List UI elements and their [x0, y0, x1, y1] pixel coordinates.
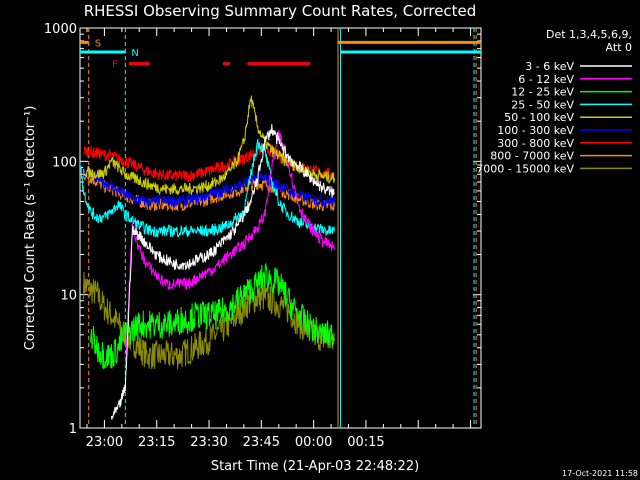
y-tick-label: 1	[69, 422, 77, 437]
x-tick-label: 23:15	[138, 435, 175, 450]
legend-label: 300 - 800 keV	[497, 137, 574, 150]
series-line	[124, 130, 335, 367]
series-line	[80, 138, 335, 239]
series-line	[110, 124, 335, 420]
y-tick-label: 1000	[44, 22, 77, 37]
x-tick-label: 23:00	[86, 435, 123, 450]
legend-label: 3 - 6 keV	[525, 60, 574, 73]
chart-title: RHESSI Observing Summary Count Rates, Co…	[84, 2, 477, 20]
series-line	[83, 95, 335, 196]
legend-label: 25 - 50 keV	[511, 98, 574, 111]
plot-area: 1 10 100 1000 23:00 23:15 23:30 23:45 00:00 00:15…	[44, 22, 482, 450]
x-tick-label: 00:15	[347, 435, 384, 450]
x-tick-label: 00:00	[295, 435, 332, 450]
y-tick-label: 10	[60, 289, 77, 304]
legend-label: 7000 - 15000 keV	[476, 162, 574, 175]
series-line	[83, 166, 335, 209]
series-line	[83, 272, 335, 370]
legend-label: 6 - 12 keV	[518, 73, 574, 86]
footer-timestamp: 17-Oct-2021 11:58	[562, 469, 638, 478]
legend-label: 800 - 7000 keV	[490, 150, 574, 163]
series-line	[83, 141, 335, 182]
y-axis-label: Corrected Count Rate (s⁻¹ detector⁻¹)	[23, 106, 38, 351]
legend-header-detectors: Det 1,3,4,5,6,9,	[546, 28, 632, 41]
plot-frame	[79, 27, 482, 429]
y-tick-label: 100	[52, 155, 77, 170]
legend-label: 100 - 300 keV	[497, 124, 574, 137]
marker-s: S	[95, 38, 101, 49]
x-tick-label: 23:45	[243, 435, 280, 450]
marker-f: F	[112, 60, 118, 71]
marker-n: N	[131, 48, 138, 59]
legend-label: 12 - 25 keV	[511, 86, 574, 99]
series-line	[90, 262, 335, 370]
x-tick-label: 23:30	[190, 435, 227, 450]
plot-clip-group	[80, 28, 481, 428]
legend-header-attenuator: Att 0	[606, 41, 632, 54]
legend-label: 50 - 100 keV	[504, 111, 574, 124]
x-axis-label: Start Time (21-Apr-03 22:48:22)	[211, 459, 419, 474]
